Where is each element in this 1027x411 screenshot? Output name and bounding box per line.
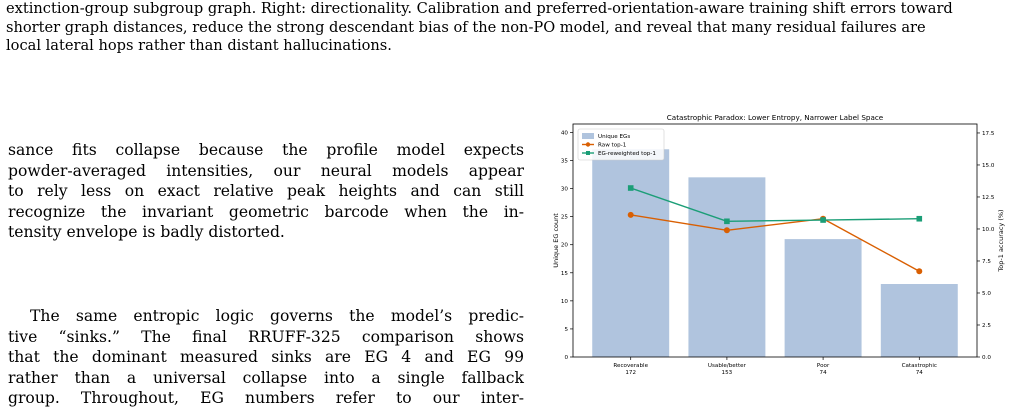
y-tick-label: 25 [561, 215, 569, 221]
legend-box [577, 128, 665, 161]
figure-caption: extinction-group subgroup graph. Right: … [6, 0, 1022, 56]
paragraph-line: The same entropic logic governs the mode… [30, 307, 524, 325]
plot-frame [572, 123, 978, 358]
legend-label: Raw top-1 [598, 143, 627, 149]
point-raw-top-1 [723, 227, 730, 234]
y2-tick-label: 12.5 [982, 195, 995, 201]
point-eg-reweighted-top-1 [820, 217, 826, 223]
chart-legend: Unique EGs Raw top-1 EG-reweighted top-1 [577, 128, 665, 161]
y2-tick-label: 17.5 [982, 131, 995, 137]
body-paragraph-2: The same entropic logic governs the mode… [8, 306, 524, 409]
bar-unique-egs [880, 284, 958, 357]
paragraph-line: to rely less on exact relative peak heig… [8, 182, 524, 201]
paragraph-line: recognize the invariant geometric barcod… [8, 202, 524, 221]
y2-tick-label: 15.0 [982, 163, 995, 169]
x-tick-count-label: 153 [722, 370, 733, 376]
y-axis-label: Unique EG count [552, 213, 560, 268]
y2-tick-label: 0.0 [982, 355, 991, 361]
y-tick-label: 20 [561, 243, 569, 249]
paragraph-line: powder-averaged intensities, our neural … [8, 161, 524, 180]
y-tick-label: 10 [561, 299, 569, 305]
legend-swatch-bar [582, 133, 594, 139]
paragraph-line: tive “sinks.” The final RRUFF-325 compar… [8, 327, 524, 346]
legend-label: EG-reweighted top-1 [598, 151, 656, 157]
point-raw-top-1 [627, 211, 634, 218]
x-tick-count-label: 172 [625, 370, 636, 376]
chart-figure: Catastrophic Paradox: Lower Entropy, Nar… [552, 113, 1005, 376]
bar-unique-egs [592, 149, 670, 357]
y-tick-label: 40 [561, 130, 569, 136]
x-tick-label: Usable/better [708, 363, 747, 369]
x-tick-label: Catastrophic [902, 363, 937, 369]
y2-tick-label: 7.5 [982, 259, 991, 265]
legend-label: Unique EGs [598, 134, 630, 140]
point-eg-reweighted-top-1 [627, 185, 634, 191]
paragraph-line: that the dominant measured sinks are EG … [8, 348, 524, 367]
point-eg-reweighted-top-1 [724, 218, 730, 225]
point-raw-top-1 [916, 268, 923, 275]
paragraph-line: group. Throughout, EG numbers refer to o… [8, 389, 524, 408]
x-tick-count-label: 74 [916, 370, 924, 376]
y-tick-label: 30 [561, 187, 569, 193]
bar-unique-egs [688, 177, 766, 357]
x-tick-count-label: 74 [820, 370, 828, 376]
x-tick-label: Recoverable [613, 363, 648, 369]
y-tick-label: 35 [561, 158, 569, 164]
caption-line: shorter graph distances, reduce the stro… [6, 18, 926, 36]
line-eg-reweighted-top-1 [630, 187, 920, 222]
y-tick-label: 0 [564, 355, 568, 361]
bar-unique-egs [784, 239, 862, 357]
paragraph-line: rather than a universal collapse into a … [8, 368, 524, 387]
legend-marker [586, 151, 590, 155]
y2-tick-label: 5.0 [982, 291, 991, 297]
line-raw-top-1 [630, 214, 920, 272]
y2-tick-label: 10.0 [982, 227, 995, 233]
point-eg-reweighted-top-1 [916, 215, 923, 222]
y-tick-label: 5 [564, 327, 568, 333]
y-tick-label: 15 [561, 271, 569, 277]
paragraph-line: sance fits collapse because the profile … [8, 141, 524, 159]
chart-title: Catastrophic Paradox: Lower Entropy, Nar… [667, 113, 884, 122]
caption-line: extinction-group subgroup graph. Right: … [6, 0, 953, 17]
y2-tick-label: 2.5 [982, 323, 991, 329]
y2-axis-label: Top-1 accuracy (%) [997, 209, 1005, 272]
legend-marker [585, 142, 591, 147]
caption-line: local lateral hops rather than distant h… [6, 37, 392, 55]
paragraph-line: tensity envelope is badly distorted. [8, 223, 285, 242]
x-tick-label: Poor [817, 363, 830, 369]
body-paragraph-1: sance fits collapse because the profile … [8, 140, 524, 243]
